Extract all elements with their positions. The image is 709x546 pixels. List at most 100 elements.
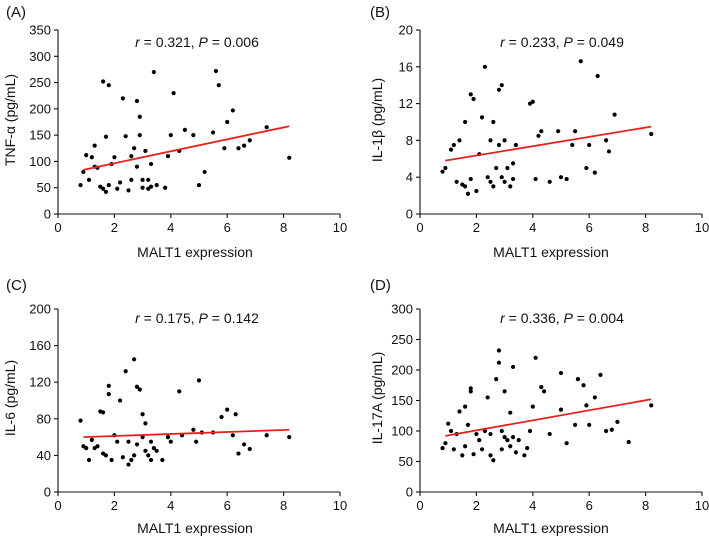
data-point [126, 188, 131, 193]
data-point [191, 427, 196, 432]
data-point [468, 386, 473, 391]
panel-d: (D) r = 0.336, P = 0.004 IL-17A (pg/mL) … [369, 277, 709, 536]
data-point [143, 148, 148, 154]
data-point [564, 441, 569, 446]
data-point [112, 155, 117, 160]
data-point [84, 445, 89, 451]
data-point [533, 176, 538, 182]
data-point [78, 418, 83, 423]
y-tick-label: 4 [406, 170, 413, 185]
data-point [488, 138, 493, 143]
panel-label: (B) [370, 4, 390, 21]
data-point [485, 395, 490, 400]
data-point [494, 377, 499, 382]
data-point [649, 131, 654, 137]
data-point [496, 348, 502, 353]
data-point [463, 404, 468, 409]
data-point [78, 182, 83, 188]
data-point [463, 444, 468, 449]
data-point [510, 435, 516, 440]
data-point [287, 435, 292, 440]
x-tick-label: 4 [167, 498, 174, 513]
data-point [496, 87, 502, 92]
data-point [606, 149, 612, 154]
data-point [443, 165, 448, 171]
data-point [468, 389, 473, 394]
x-tick-label: 10 [333, 498, 347, 513]
data-point [505, 165, 510, 171]
y-tick-label: 8 [406, 133, 413, 148]
data-point [598, 372, 603, 377]
x-tick-label: 10 [695, 498, 709, 513]
data-point [527, 428, 533, 434]
y-tick-label: 12 [399, 96, 413, 111]
data-point [242, 143, 247, 148]
data-point [109, 457, 114, 463]
data-point [233, 412, 238, 417]
data-point [479, 447, 485, 452]
data-point [120, 96, 125, 101]
data-point [502, 435, 507, 440]
y-tick-label: 0 [406, 485, 413, 500]
y-axis-label: TNF-α (pg/mL) [2, 74, 18, 166]
data-point [530, 99, 535, 104]
data-point [482, 64, 487, 69]
data-point [160, 457, 165, 463]
data-point [230, 433, 235, 438]
data-point [556, 129, 561, 134]
data-point [216, 83, 221, 88]
data-point [129, 154, 134, 159]
stat-p-value: = 0.006 [208, 34, 259, 50]
data-point [468, 92, 473, 97]
data-point [287, 155, 292, 160]
x-tick-label: 10 [333, 220, 347, 235]
data-point [488, 179, 493, 184]
x-tick-label: 6 [224, 220, 231, 235]
data-point [584, 403, 589, 408]
stat-annotation: r = 0.321, P = 0.006 [135, 34, 259, 50]
data-point [182, 127, 187, 132]
data-point [547, 179, 552, 184]
data-point [508, 444, 513, 449]
y-tick-label: 40 [37, 448, 51, 463]
data-point [126, 462, 131, 467]
data-point [140, 177, 145, 182]
stat-r-value: = 0.336, [505, 310, 564, 326]
data-point [134, 442, 140, 447]
stat-p-symbol: P [564, 310, 574, 326]
data-point [505, 438, 510, 443]
data-point [103, 134, 109, 139]
data-point [117, 180, 123, 185]
data-point [103, 453, 109, 458]
panel-a: (A) r = 0.321, P = 0.006 TNF-α (pg/mL) M… [2, 4, 347, 260]
data-point [196, 182, 202, 188]
data-point [101, 79, 106, 84]
data-point [502, 138, 507, 143]
data-point [558, 407, 564, 412]
data-point [502, 389, 507, 394]
data-point [463, 184, 468, 189]
x-axis-label: MALT1 expression [493, 520, 609, 536]
data-point [103, 189, 109, 195]
stat-annotation: r = 0.175, P = 0.142 [135, 310, 259, 326]
x-tick-label: 2 [473, 220, 480, 235]
y-tick-label: 16 [399, 59, 413, 74]
data-point [508, 410, 513, 415]
data-point [510, 176, 516, 182]
data-point [604, 138, 609, 143]
data-point [609, 427, 614, 432]
y-tick-label: 200 [391, 363, 413, 378]
data-point [463, 119, 468, 125]
data-point [236, 146, 241, 151]
data-point [120, 455, 125, 460]
data-point [626, 439, 631, 445]
x-axis-label: MALT1 expression [493, 244, 609, 260]
data-point [558, 175, 564, 180]
data-point [491, 184, 496, 189]
data-point [496, 142, 502, 148]
data-point [612, 112, 617, 117]
data-point [477, 438, 482, 443]
data-point [137, 133, 142, 138]
stat-r-symbol: r [500, 310, 506, 326]
data-point [457, 409, 462, 414]
